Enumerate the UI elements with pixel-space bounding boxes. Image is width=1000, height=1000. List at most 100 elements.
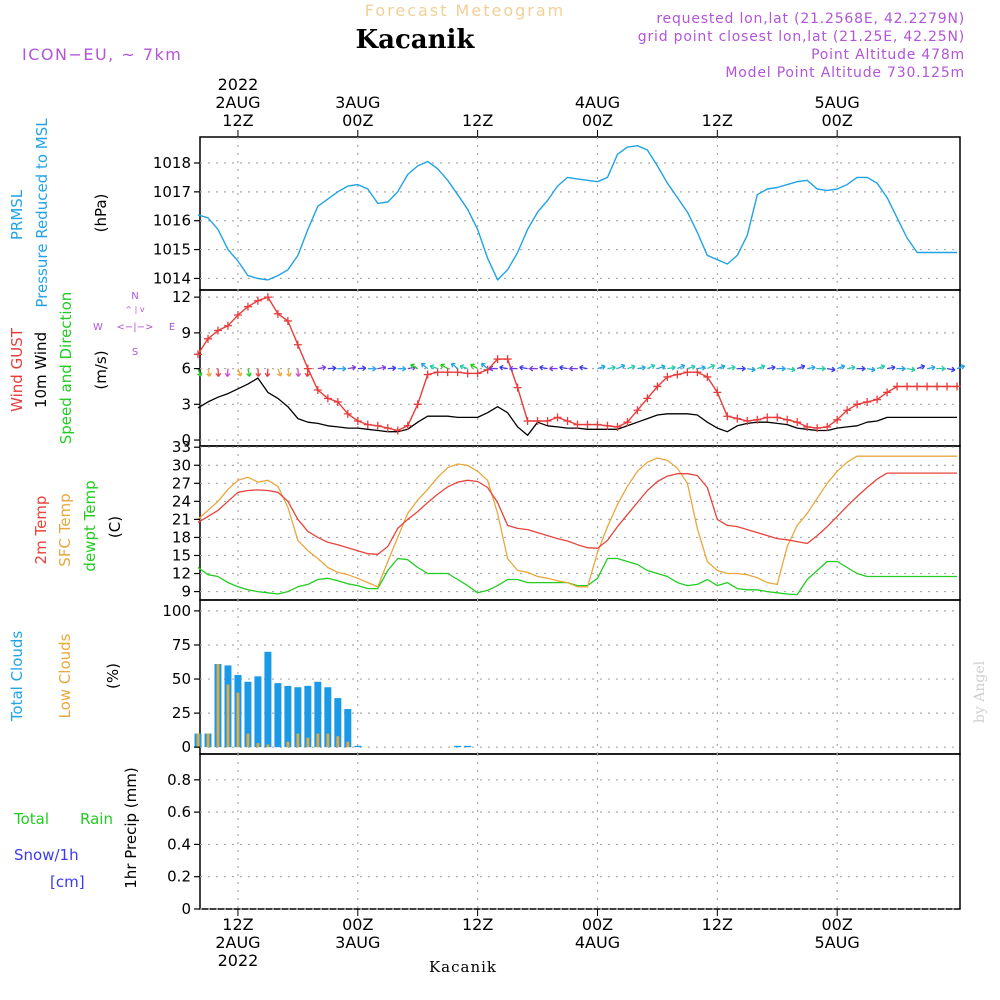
wind-direction-arrow [237,368,242,377]
total-cloud-bar [264,651,272,748]
wind-gust-marker [713,388,722,397]
wind-direction-arrowhead [771,364,776,371]
pressure-unit: (hPa) [92,194,110,233]
wind-direction-arrowhead [579,364,584,371]
bottom-axis-label: 5AUG [815,933,860,952]
y-tick-label: 0.4 [167,835,191,853]
wind-gust-marker [843,406,852,415]
low-cloud-bar [286,741,290,748]
low-cloud-bar [326,733,330,748]
bottom-axis-label: 2022 [218,951,259,970]
wind-direction-arrow [757,365,766,370]
wind-gust-marker [623,418,632,427]
top-axis-label: 2AUG [215,93,260,112]
wind-direction-arrowhead [861,365,866,372]
low-cloud-bar [206,733,210,748]
wind-gust-marker [573,420,582,429]
wind-direction-arrowhead [920,364,926,370]
wind-gust-marker [523,416,532,425]
wind-gust-marker [833,415,842,424]
wind-direction-arrowhead [611,364,616,371]
wind-gust-marker [253,296,262,305]
low-cloud-bar [316,733,320,748]
wind-direction-arrowhead [304,372,311,377]
wind-direction-arrowhead [620,363,626,370]
low-cloud-bar [236,692,240,748]
wind-direction-arrowhead [440,363,445,369]
wind-direction-arrowhead [811,364,816,371]
wind-direction-arrow [197,368,202,377]
y-tick-label: 21 [172,510,191,528]
model-point-altitude: Model Point Altitude 730.125m [725,65,965,81]
y-tick-label: 3 [181,395,191,413]
wind-direction-arrowhead [720,364,726,370]
wind-direction-arrow [627,365,636,370]
wind-direction-arrow [647,364,655,370]
wind-gust-marker [883,388,892,397]
wind-direction-arrow [470,364,478,370]
y-tick-label: 50 [172,670,191,688]
wind-gust-marker [493,355,502,364]
low-cloud-bar [336,736,340,748]
temperature-panel [199,445,961,601]
wind-direction-arrow [440,364,448,370]
wind-direction-arrowhead [569,365,574,372]
pressure-reduced-label: Pressure Reduced to MSL [33,118,51,308]
wind-direction-arrowhead [641,364,646,371]
wind-direction-arrowhead [402,365,407,372]
low-cloud-bar [296,733,300,748]
wind-gust-marker [773,413,782,422]
wind-gust-marker [893,382,902,391]
wind-direction-arrowhead [332,365,337,372]
wind-gust-marker [913,382,922,391]
bottom-axis-label: 3AUG [335,933,380,952]
wind-gust-marker [733,414,742,423]
wind-direction-arrowhead [237,372,243,377]
wind-direction-arrowhead [840,364,846,370]
wind-gust-marker [453,368,462,377]
wind-direction-arrowhead [351,364,357,371]
wind-direction-arrowhead [519,364,524,371]
wind-gust-marker [603,421,612,430]
wind-direction-arrowhead [741,365,746,372]
wind-direction-arrowhead [710,363,716,370]
y-tick-label: 1015 [153,241,191,259]
total-cloud-bar [314,681,322,748]
bottom-axis-label: 00Z [821,915,852,934]
temp-dew-label: dewpt Temp [81,480,99,571]
wind-10m-label: 10m Wind [32,332,50,408]
point-altitude: Point Altitude 478m [811,47,965,63]
compass-s: S [132,347,138,358]
y-tick-label: 0 [181,900,191,918]
wind-direction-arrowhead [911,366,916,373]
precip-rain-label: Rain [80,810,113,828]
wind-gust-marker [273,309,282,318]
wind-direction-arrow [886,366,896,370]
wind-direction-arrow [451,362,459,370]
low-cloud-bar [346,741,350,748]
wind-direction-arrowhead [391,365,397,372]
wind-gust-marker [223,321,232,330]
y-tick-label: 12 [172,565,191,583]
wind-direction-arrow [539,366,548,370]
wind-gust-marker [203,334,212,343]
wind-direction-arrowhead [931,364,936,371]
wind-gust-marker [953,382,962,391]
wind-direction-arrowhead [661,364,666,370]
wind-direction-arrowhead [470,363,475,369]
wind-direction-arrow [807,366,816,370]
wind-direction-arrow [956,365,965,370]
wind-gust-marker [213,326,222,335]
wind-direction-arrow [257,368,260,377]
top-axis-label: 3AUG [335,93,380,112]
wind-gust-marker [413,400,422,409]
wind-direction-arrowhead [255,372,262,377]
wind-direction-arrowhead [529,365,534,372]
wind-direction-arrowhead [880,364,886,370]
wind-direction-arrowhead [264,372,271,377]
wind-direction-arrowhead [871,366,876,373]
wind-gust-marker [543,416,552,425]
wind-direction-arrowhead [671,364,676,371]
wind-direction-arrow [287,368,291,377]
